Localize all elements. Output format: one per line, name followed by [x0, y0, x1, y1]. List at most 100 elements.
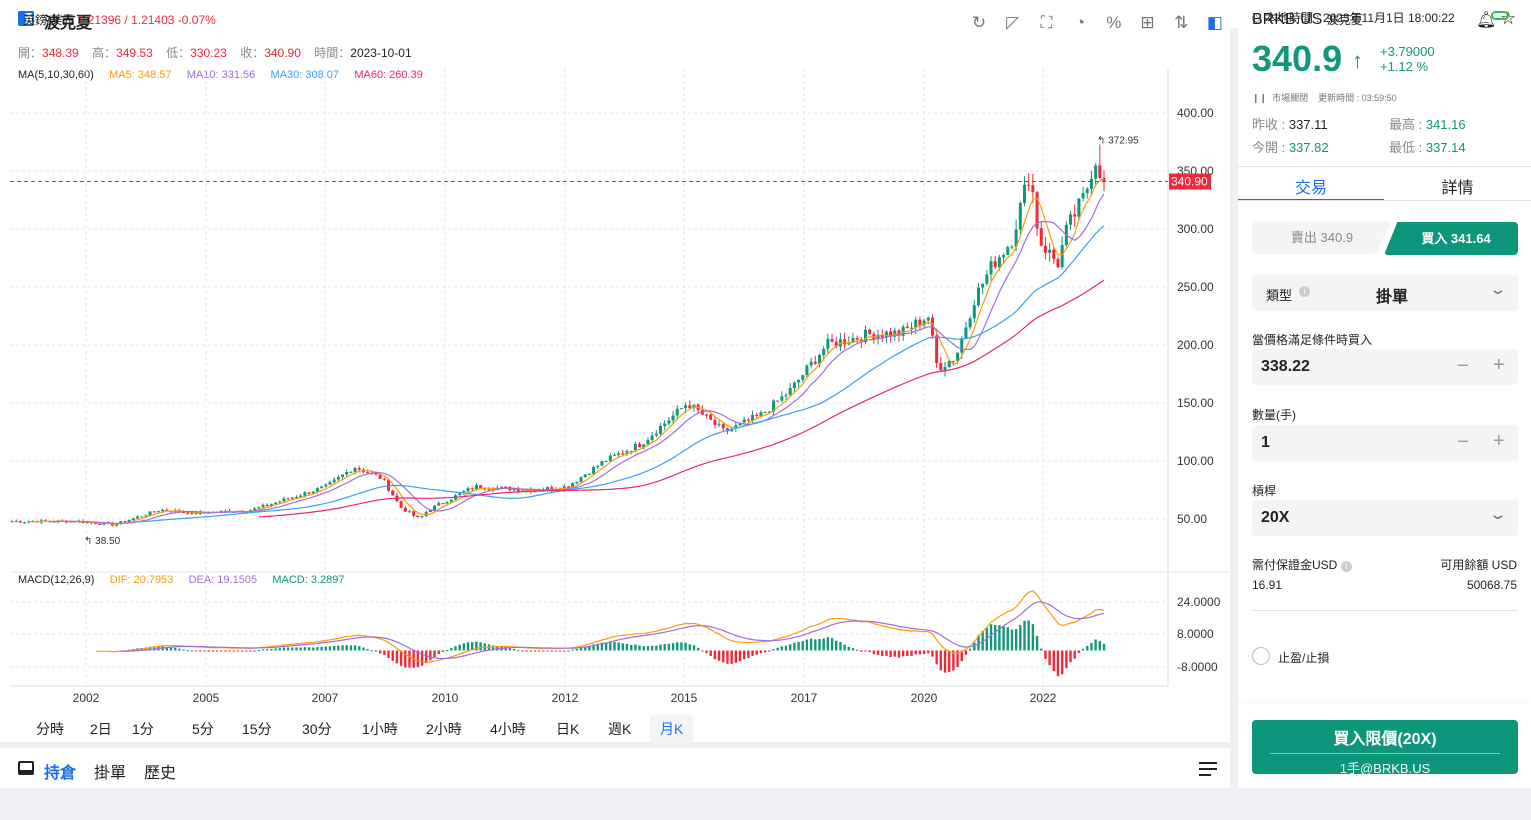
candle-body [253, 508, 257, 511]
candle-body [520, 490, 524, 492]
tab-positions[interactable]: 持倉 [44, 765, 77, 782]
sidebar-toggle-icon[interactable] [18, 11, 34, 26]
macd-bar [1098, 640, 1102, 651]
submit-buy-limit-button[interactable]: 買入限價(20X) 1手@BRKB.US [1252, 720, 1518, 776]
grid-icon[interactable]: ⊞ [1140, 13, 1155, 32]
candle-body [18, 521, 22, 523]
tab-trade[interactable]: 交易 [1294, 180, 1327, 197]
sort-icon[interactable]: ⇅ [1174, 13, 1189, 32]
percent-icon[interactable]: % [1106, 13, 1122, 32]
timeframe-2[interactable]: 1分 [132, 721, 154, 737]
macd-bar [1090, 642, 1093, 651]
macd-bar [312, 647, 315, 651]
macd-bar [742, 650, 746, 660]
candle-body [161, 509, 165, 512]
macd-bar [462, 643, 466, 651]
decrease-price-button[interactable]: − [1457, 355, 1469, 377]
candle-body [407, 511, 411, 513]
timeframe-11[interactable]: 月K [650, 715, 694, 743]
limit-price-input[interactable]: 338.22 − + [1252, 349, 1518, 385]
ohlc-row: 開：348.39 高：349.53 低：330.23 收：340.90 時間：2… [18, 44, 412, 61]
menu-icon[interactable] [1199, 762, 1217, 776]
macd-bar [332, 645, 336, 651]
candle-body [165, 509, 169, 511]
macd-bar [835, 640, 838, 651]
candle-body [671, 415, 675, 421]
timeframe-3[interactable]: 5分 [192, 721, 214, 737]
refresh-icon[interactable]: ↻ [971, 13, 987, 32]
macd-bar [973, 642, 976, 651]
timeframe-8[interactable]: 4小時 [490, 721, 526, 737]
macd-bar [525, 650, 528, 652]
increase-price-button[interactable]: + [1493, 354, 1505, 376]
timeframe-1[interactable]: 2日 [90, 721, 112, 737]
macd-bar [738, 650, 742, 662]
candle-body [1073, 214, 1077, 217]
timeframe-0[interactable]: 分時 [36, 721, 64, 737]
candle-body [303, 492, 307, 496]
y-tick-label: 250.00 [1177, 280, 1214, 294]
candlestick-chart[interactable]: 400.00350.00300.00250.00200.00150.00100.… [0, 4, 1230, 704]
timeframe-6[interactable]: 1小時 [362, 721, 398, 737]
candle-body [1077, 198, 1081, 217]
macd-bar [521, 650, 524, 652]
candle-body [420, 515, 424, 518]
tp-sl-label: 止盈/止損 [1278, 651, 1330, 665]
candle-body [1039, 228, 1043, 246]
tp-sl-checkbox[interactable] [1252, 647, 1270, 665]
candle-body [976, 287, 980, 306]
info-icon[interactable]: i [1299, 286, 1310, 297]
timeframe-9[interactable]: 日K [556, 721, 580, 737]
up-arrow-icon: ↑ [1352, 48, 1363, 73]
tab-pending-orders[interactable]: 掛單 [94, 765, 127, 782]
macd-bar [1060, 650, 1064, 675]
open-label: 開： [18, 46, 43, 60]
draw-icon[interactable]: ◸ [1006, 13, 1020, 32]
candle-body [968, 318, 972, 328]
fx-pair-value: 1.21396 / 1.21403 -0.07% [77, 13, 216, 27]
tab-history[interactable]: 歷史 [144, 765, 177, 782]
positions-panel-icon[interactable] [18, 761, 34, 775]
indicator-icon[interactable]: ⛶ [1040, 13, 1053, 32]
macd-bar [1040, 648, 1043, 651]
timeframe-10[interactable]: 週K [608, 721, 632, 737]
macd-bar [496, 646, 499, 651]
chevron-down-icon: ⌄ [1488, 506, 1508, 522]
timeframe-4[interactable]: 15分 [242, 721, 272, 737]
timeframe-5[interactable]: 30分 [302, 721, 332, 737]
order-type-select[interactable]: 類型 i 掛單 ⌄ [1252, 275, 1518, 311]
macd-bar [211, 650, 215, 652]
high-label: 高： [92, 46, 117, 60]
increase-quantity-button[interactable]: + [1493, 430, 1505, 452]
macd-bar [713, 650, 717, 660]
panel-toggle-icon[interactable]: ◧ [1206, 13, 1223, 32]
macd-bar [416, 650, 420, 668]
pie-chart-icon[interactable]: ◔ [1074, 13, 1086, 32]
candle-body [763, 412, 767, 414]
candle-body [328, 482, 332, 485]
timeframe-7[interactable]: 2小時 [426, 721, 462, 737]
sell-button[interactable]: 賣出 340.9 [1252, 221, 1392, 254]
dea-line [120, 601, 1105, 660]
buy-button[interactable]: 買入 341.64 [1384, 222, 1518, 255]
margin-label: 需付保證金USD [1252, 558, 1338, 572]
fx-pair[interactable]: 英鎊/美元 [23, 13, 75, 27]
leverage-select[interactable]: 20X ⌄ [1252, 500, 1518, 536]
quantity-stepper[interactable]: 1 − + [1252, 425, 1518, 461]
update-time: 更新時間 : 03:59:50 [1318, 93, 1397, 103]
macd-bar [922, 650, 926, 655]
candle-body [10, 521, 14, 523]
min-price-label: ↰ 38.50 [84, 536, 121, 547]
macd-bar [860, 650, 863, 652]
candle-body [579, 477, 583, 482]
macd-bar [408, 650, 411, 668]
candle-body [299, 495, 303, 497]
macd-bar [437, 650, 440, 654]
decrease-quantity-button[interactable]: − [1457, 431, 1469, 453]
candle-body [278, 501, 282, 503]
macd-bar [914, 650, 917, 655]
tab-details[interactable]: 詳情 [1441, 180, 1474, 197]
candle-body [830, 338, 834, 342]
info-icon[interactable]: i [1340, 561, 1352, 572]
macd-bar [1086, 645, 1089, 651]
